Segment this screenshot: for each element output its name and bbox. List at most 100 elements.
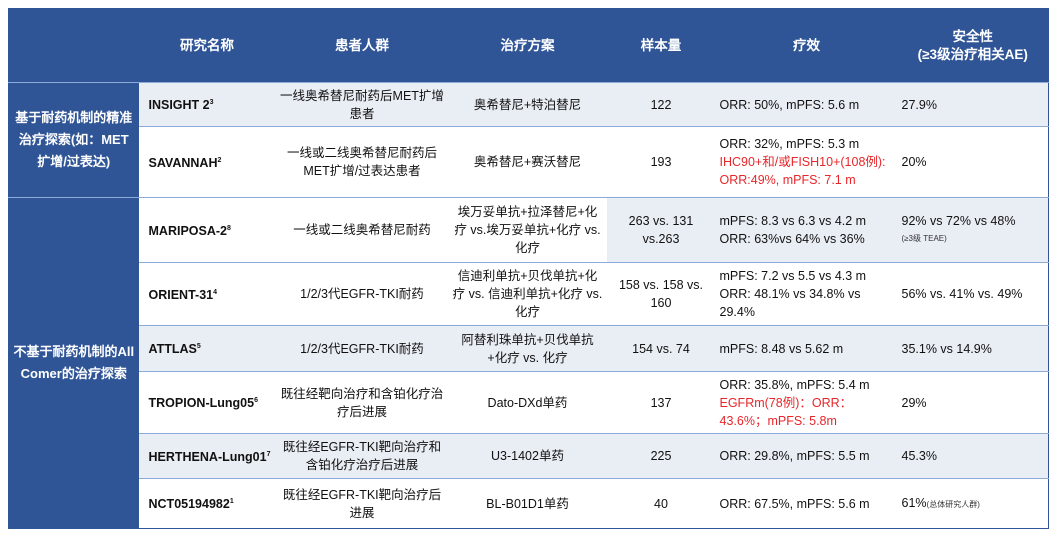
efficacy: mPFS: 7.2 vs 5.5 vs 4.3 m ORR: 48.1% vs … xyxy=(715,262,898,326)
study-name-text: ORIENT-31 xyxy=(148,288,214,303)
safety-text: 61% xyxy=(901,495,927,510)
efficacy: ORR: 35.8%, mPFS: 5.4 m EGFRm(78例)：ORR：43… xyxy=(715,371,898,434)
safety-note: (≥3级 TEAE) xyxy=(901,234,947,243)
study-name: NCT051949821 xyxy=(138,478,276,529)
regimen: U3-1402单药 xyxy=(448,433,607,479)
table-row: ATTLAS5 1/2/3代EGFR-TKI耐药 阿替利珠单抗+贝伐单抗+化疗 vs… xyxy=(9,325,1049,372)
study-name-text: HERTHENA-Lung01 xyxy=(148,450,267,465)
safety: 56% vs. 41% vs. 49% xyxy=(897,262,1049,326)
study-name-text: MARIPOSA-2 xyxy=(148,224,227,239)
safety-text: 92% vs 72% vs 48% xyxy=(901,214,1016,228)
table-row: 基于耐药机制的精准治疗探索(如：MET扩增/过表达) INSIGHT 23 一线奥希… xyxy=(8,82,1049,198)
safety-text: 29% xyxy=(901,395,927,410)
header-study: 研究名称 xyxy=(138,8,276,83)
table-row: SAVANNAH2 一线或二线奥希替尼耐药后MET扩增/过表达患者 奥希替尼+赛沃替… xyxy=(9,126,1049,198)
efficacy-text: ORR: 32%, mPFS: 5.3 m xyxy=(719,137,860,151)
regimen: BL-B01D1单药 xyxy=(448,478,607,529)
efficacy-subgroup: IHC90+和/或FISH10+(108例): ORR:49%, mPFS: 7… xyxy=(719,155,886,187)
safety-text: 35.1% vs 14.9% xyxy=(901,341,992,356)
header-sample: 样本量 xyxy=(606,8,716,83)
efficacy-subgroup: EGFRm(78例)：ORR：43.6%；mPFS: 5.8m xyxy=(719,395,853,428)
study-name-text: SAVANNAH xyxy=(148,156,218,171)
reference-number: 5 xyxy=(196,343,201,351)
population: 一线或二线奥希替尼耐药 xyxy=(275,197,449,263)
sample-size: 137 xyxy=(606,371,716,434)
header-safety: 安全性 (≥3级治疗相关AE) xyxy=(897,8,1049,83)
population: 既往经EGFR-TKI靶向治疗后进展 xyxy=(275,478,449,529)
table-row: NCT051949821 既往经EGFR-TKI靶向治疗后进展 BL-B01D1单药… xyxy=(9,478,1049,529)
reference-number: 4 xyxy=(213,288,218,296)
regimen: 奥希替尼+特泊替尼 xyxy=(448,82,607,127)
reference-number: 2 xyxy=(217,156,222,164)
safety-text: 56% vs. 41% vs. 49% xyxy=(901,287,1023,301)
efficacy: ORR: 50%, mPFS: 5.6 m xyxy=(715,82,898,127)
safety: 61%(总体研究人群) xyxy=(897,478,1049,529)
sample-size: 40 xyxy=(606,478,716,529)
efficacy: ORR: 67.5%, mPFS: 5.6 m xyxy=(715,478,898,529)
population: 一线奥希替尼耐药后MET扩增患者 xyxy=(275,82,449,127)
study-name: HERTHENA-Lung017 xyxy=(138,433,276,479)
safety-text: 45.3% xyxy=(901,449,937,463)
study-name-text: INSIGHT 2 xyxy=(148,98,210,113)
safety: 20% xyxy=(897,126,1049,198)
safety-text: 27.9% xyxy=(901,97,937,112)
study-name: ATTLAS5 xyxy=(138,325,276,372)
safety: 92% vs 72% vs 48% (≥3级 TEAE) xyxy=(897,197,1049,263)
population: 1/2/3代EGFR-TKI耐药 xyxy=(275,262,449,326)
safety: 35.1% vs 14.9% xyxy=(897,325,1049,372)
study-name: TROPION-Lung056 xyxy=(138,371,276,434)
efficacy: mPFS: 8.3 vs 6.3 vs 4.2 m ORR: 63%vs 64%… xyxy=(715,197,898,263)
group-label: 不基于耐药机制的All Comer的治疗探索 xyxy=(8,197,139,529)
study-name-text: ATTLAS xyxy=(148,342,197,357)
sample-size: 263 vs. 131 vs.263 xyxy=(606,197,716,263)
header-row: 研究名称 患者人群 治疗方案 样本量 疗效 安全性 (≥3级治疗相关AE) xyxy=(8,8,1049,83)
population: 既往经EGFR-TKI靶向治疗和含铂化疗治疗后进展 xyxy=(275,433,449,479)
safety: 29% xyxy=(897,371,1049,434)
header-safety-sub: (≥3级治疗相关AE) xyxy=(917,46,1028,62)
group-label: 基于耐药机制的精准治疗探索(如：MET扩增/过表达) xyxy=(8,82,139,198)
study-name: SAVANNAH2 xyxy=(138,126,276,198)
reference-number: 1 xyxy=(229,498,234,506)
study-name-text: NCT05194982 xyxy=(148,497,230,512)
regimen: 埃万妥单抗+拉泽替尼+化疗 vs.埃万妥单抗+化疗 vs. 化疗 xyxy=(448,197,607,263)
efficacy-text: mPFS: 7.2 vs 5.5 vs 4.3 m ORR: 48.1% vs … xyxy=(719,269,867,319)
efficacy-text: ORR: 35.8%, mPFS: 5.4 m xyxy=(719,377,870,392)
safety: 45.3% xyxy=(897,433,1049,479)
reference-number: 6 xyxy=(254,397,258,405)
header-category xyxy=(8,8,139,83)
sample-size: 158 vs. 158 vs. 160 xyxy=(606,262,716,326)
table-row: HERTHENA-Lung017 既往经EGFR-TKI靶向治疗和含铂化疗治疗后进… xyxy=(9,433,1049,479)
population: 1/2/3代EGFR-TKI耐药 xyxy=(275,325,449,372)
sample-size: 154 vs. 74 xyxy=(606,325,716,372)
safety-note: (总体研究人群) xyxy=(926,499,980,509)
header-efficacy: 疗效 xyxy=(715,8,898,83)
header-population: 患者人群 xyxy=(275,8,449,83)
study-name: INSIGHT 23 xyxy=(138,82,276,127)
study-name: ORIENT-314 xyxy=(138,262,276,326)
regimen: 奥希替尼+赛沃替尼 xyxy=(448,126,607,198)
sample-size: 193 xyxy=(606,126,716,198)
efficacy-text: mPFS: 8.3 vs 6.3 vs 4.2 m ORR: 63%vs 64%… xyxy=(719,214,867,246)
header-regimen: 治疗方案 xyxy=(448,8,607,83)
table-row: TROPION-Lung056 既往经靶向治疗和含铂化疗治疗后进展 Dato-DXd… xyxy=(9,371,1049,434)
efficacy-text: ORR: 29.8%, mPFS: 5.5 m xyxy=(719,449,870,463)
study-name: MARIPOSA-28 xyxy=(138,197,276,263)
efficacy: ORR: 29.8%, mPFS: 5.5 m xyxy=(715,433,898,479)
efficacy-text: ORR: 50%, mPFS: 5.6 m xyxy=(719,97,860,112)
reference-number: 8 xyxy=(226,224,231,232)
population: 既往经靶向治疗和含铂化疗治疗后进展 xyxy=(275,371,449,434)
safety-text: 20% xyxy=(901,155,927,169)
regimen: Dato-DXd单药 xyxy=(448,371,607,434)
efficacy-text: mPFS: 8.48 vs 5.62 m xyxy=(719,341,844,356)
study-name-text: TROPION-Lung05 xyxy=(148,396,255,411)
table-row: 不基于耐药机制的All Comer的治疗探索 MARIPOSA-28 一线或二线奥希… xyxy=(8,197,1049,529)
trial-table: 研究名称 患者人群 治疗方案 样本量 疗效 安全性 (≥3级治疗相关AE) 基于耐… xyxy=(8,8,1049,529)
safety: 27.9% xyxy=(897,82,1049,127)
header-safety-title: 安全性 xyxy=(952,28,994,44)
regimen: 阿替利珠单抗+贝伐单抗+化疗 vs. 化疗 xyxy=(448,325,607,372)
sample-size: 122 xyxy=(606,82,716,127)
efficacy: mPFS: 8.48 vs 5.62 m xyxy=(715,325,898,372)
sample-size: 225 xyxy=(606,433,716,479)
reference-number: 3 xyxy=(209,99,214,107)
population: 一线或二线奥希替尼耐药后MET扩增/过表达患者 xyxy=(275,126,449,198)
